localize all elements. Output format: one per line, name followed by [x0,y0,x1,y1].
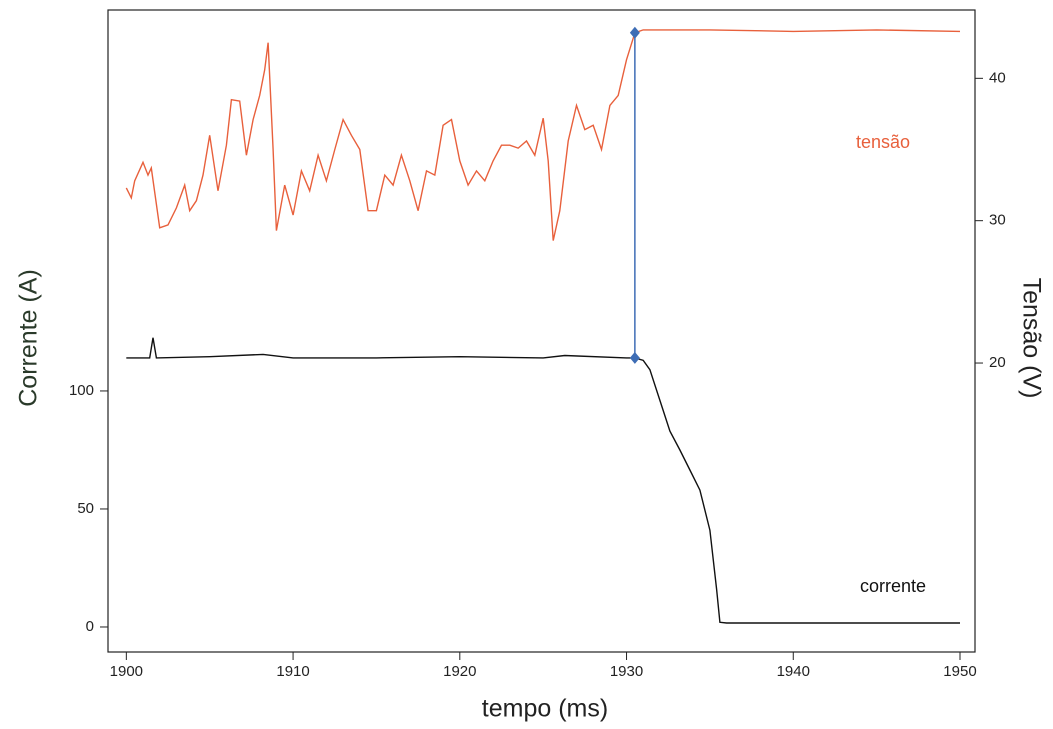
x-tick-label: 1940 [777,663,810,680]
x-tick-label: 1920 [443,663,476,680]
plot-frame [107,9,976,653]
y-tick-label: 0 [86,618,94,635]
y-axis-title: Corrente (A) [15,269,43,407]
cursor-marker [629,26,640,39]
series-line [126,337,960,624]
x-tick-label: 1950 [943,663,976,680]
series-line [125,29,961,241]
y-tick-label: 100 [69,382,94,399]
x-tick-label: 1930 [610,663,643,680]
y2-tick-label: 30 [989,212,1006,229]
y2-axis-title: Tensão (V) [1017,278,1045,399]
cursor-marker [629,351,640,364]
x-axis-title: tempo (ms) [482,695,608,723]
x-tick-label: 1900 [110,663,143,680]
y2-tick-label: 40 [989,69,1006,86]
y-tick-label: 50 [77,500,94,517]
y2-tick-label: 20 [989,354,1006,371]
x-tick-label: 1910 [276,663,309,680]
series-label: corrente [860,576,926,596]
series-label: tensão [856,132,910,152]
